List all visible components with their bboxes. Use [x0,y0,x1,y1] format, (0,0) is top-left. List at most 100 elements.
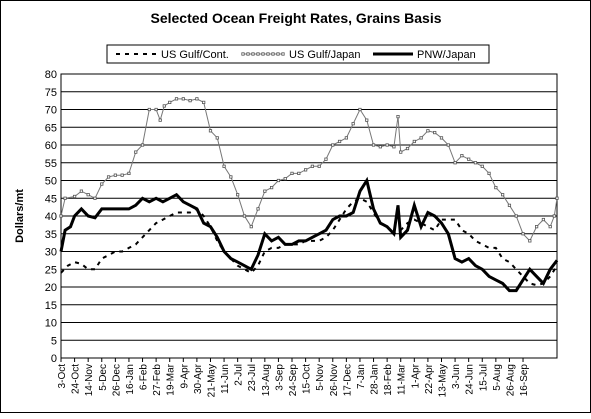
x-tick-label: 5-Dec [98,364,109,391]
y-tick-label: 75 [45,87,57,99]
series-point [467,157,471,161]
y-tick-label: 30 [45,247,57,259]
series-point [351,122,355,126]
x-tick-label: 13-Aug [261,364,272,396]
x-tick-label: 1-Apr [410,363,421,388]
series-point [229,175,233,179]
series-point [310,164,314,168]
x-axis: 3-Oct 24-Oct 14-Nov 5-Dec 26-Dec 16-Jan 6-Feb 2… [57,358,530,397]
series-point [195,97,199,101]
x-tick-label: 18-Feb [383,364,394,396]
series-point [222,164,226,168]
series-point [548,225,552,229]
series-point [501,193,505,197]
y-tick-label: 25 [45,264,57,276]
series-point [412,139,416,144]
x-tick-label: 15-Jul [478,364,489,391]
series-point [555,196,559,200]
x-tick-label: 22-Apr [424,363,435,394]
series-point [378,145,382,149]
series-point [79,189,83,193]
y-tick-label: 35 [45,229,57,241]
legend-box [106,44,490,64]
series-point [86,193,90,197]
series-point [290,171,294,175]
series-point [202,100,206,104]
x-tick-label: 24-Oct [71,364,82,394]
series-point [162,104,166,108]
legend-label: US Gulf/Cont. [161,49,229,61]
series-point [181,97,185,101]
legend-marker [246,52,250,56]
series-point [535,225,539,229]
series-point [283,177,287,181]
series-point [552,214,556,218]
series-point [276,178,281,183]
x-tick-label: 19-Mar [166,363,177,395]
x-tick-label: 17-Dec [342,364,353,396]
x-tick-label: 11-Mar [397,363,408,395]
y-tick-label: 40 [45,211,57,223]
x-tick-label: 3-Sep [274,364,285,391]
series-point [514,214,518,218]
series-point [158,118,162,122]
legend-label: PNW/Japan [417,49,476,61]
x-tick-label: 16-Sep [519,364,530,397]
series-point [344,136,348,140]
series-line-3 [59,176,559,293]
series-point [392,145,396,149]
y-tick-label: 20 [45,282,57,294]
y-axis-label: Dollars/mt [14,189,26,243]
series-point [134,150,138,154]
series-group [59,97,559,293]
legend-marker [256,52,260,56]
series-point [487,171,491,175]
series-point [147,107,151,112]
legend-marker [241,52,245,56]
series-point [113,173,117,177]
x-tick-label: 3-Jun [451,364,462,389]
x-tick-label: 5-Aug [492,364,503,391]
series-point [59,214,63,218]
series-point [331,143,335,147]
series-point [63,196,67,200]
legend-marker [266,52,270,56]
x-tick-label: 24-Sep [288,364,299,397]
series-point [426,129,430,133]
series-point [188,99,192,103]
legend-marker [261,52,265,56]
x-tick-label: 27-Feb [152,364,163,396]
series-point [480,164,484,168]
series-point [460,154,464,158]
series-point [297,171,301,175]
x-tick-label: 23-Jul [247,364,258,391]
x-tick-label: 6-Feb [139,364,150,391]
series-point [439,136,444,140]
series-point [215,136,219,140]
x-tick-label: 9-Apr [179,363,190,388]
y-tick-label: 60 [45,140,57,152]
series-point [494,185,498,190]
series-point [358,107,362,112]
grid [60,73,558,359]
series-point [93,196,97,200]
series-point [419,136,423,140]
series-point [242,214,247,218]
series-point [120,173,124,177]
y-tick-label: 0 [51,353,57,365]
y-tick-label: 80 [45,69,57,81]
series-point [541,217,546,222]
series-point [528,239,532,243]
series-point [127,171,131,175]
series-point [371,143,376,147]
series-point [100,182,104,186]
series-point [385,143,389,147]
y-tick-label: 55 [45,158,57,170]
series-point [256,207,260,211]
series-point [446,143,450,147]
series-line-1 [60,197,558,287]
series-point [106,175,111,179]
x-tick-label: 28-Jan [370,364,381,395]
